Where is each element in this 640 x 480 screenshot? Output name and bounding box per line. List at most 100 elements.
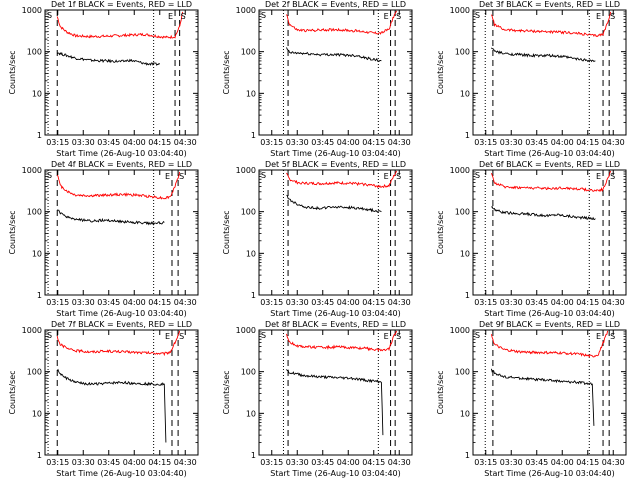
y-tick-label: 10 xyxy=(32,409,42,418)
y-tick-label: 10 xyxy=(460,89,470,98)
lld-series-line xyxy=(286,170,398,189)
restart-marker-label: S xyxy=(179,332,184,341)
lld-series-line xyxy=(490,11,612,38)
lld-series-line xyxy=(56,171,181,200)
x-tick-label: 03:15 xyxy=(260,298,283,307)
y-axis-label: Counts/sec xyxy=(8,50,17,94)
x-tick-label: 03:30 xyxy=(500,458,523,467)
x-tick-label: 03:30 xyxy=(72,458,95,467)
x-tick-label: 03:45 xyxy=(97,298,120,307)
y-tick-label: 1 xyxy=(37,291,42,300)
x-tick-label: 04:00 xyxy=(551,138,574,147)
x-tick-label: 04:15 xyxy=(576,138,599,147)
y-axis-label: Counts/sec xyxy=(8,370,17,414)
y-tick-label: 1000 xyxy=(450,6,470,15)
y-tick-label: 100 xyxy=(455,48,470,57)
x-tick-label: 04:30 xyxy=(174,298,197,307)
detector-plot-5: Det 5f BLACK = Events, RED = LLD Counts/s… xyxy=(222,160,413,318)
x-axis-label: Start Time (26-Aug-10 03:04:40) xyxy=(270,309,401,318)
start-marker-label: S xyxy=(475,331,480,340)
end-marker-label: E xyxy=(384,12,389,21)
y-axis-label: Counts/sec xyxy=(222,210,231,254)
y-tick-label: 100 xyxy=(455,368,470,377)
x-tick-label: 04:15 xyxy=(362,138,385,147)
plot-frame xyxy=(258,169,413,296)
detector-plot-1: Det 1f BLACK = Events, RED = LLD Counts/s… xyxy=(8,0,199,158)
events-series-line xyxy=(491,205,596,220)
lld-series-line xyxy=(286,10,398,35)
plot-frame xyxy=(472,329,627,456)
y-tick-label: 100 xyxy=(27,208,42,217)
y-tick-label: 100 xyxy=(241,368,256,377)
y-axis-label: Counts/sec xyxy=(436,370,445,414)
y-tick-label: 10 xyxy=(460,409,470,418)
detector-plot-7: Det 7f BLACK = Events, RED = LLD Counts/s… xyxy=(8,320,199,478)
x-tick-label: 04:00 xyxy=(123,458,146,467)
y-tick-label: 1000 xyxy=(450,326,470,335)
x-axis-label: Start Time (26-Aug-10 03:04:40) xyxy=(484,309,615,318)
y-tick-label: 10 xyxy=(246,409,256,418)
x-tick-label: 03:45 xyxy=(311,458,334,467)
x-tick-label: 04:30 xyxy=(388,138,411,147)
y-tick-label: 100 xyxy=(241,208,256,217)
x-tick-label: 03:30 xyxy=(286,298,309,307)
x-tick-label: 04:30 xyxy=(602,298,625,307)
x-tick-label: 03:45 xyxy=(97,138,120,147)
plot-frame xyxy=(472,9,627,136)
y-tick-label: 1 xyxy=(465,131,470,140)
plot-frame xyxy=(258,9,413,136)
plot-frame xyxy=(258,329,413,456)
start-marker-label: S xyxy=(261,11,266,20)
restart-marker-label: S xyxy=(610,172,615,181)
x-tick-label: 04:00 xyxy=(551,298,574,307)
x-axis-label: Start Time (26-Aug-10 03:04:40) xyxy=(56,309,187,318)
x-tick-label: 04:15 xyxy=(576,298,599,307)
start-marker-label: S xyxy=(47,171,52,180)
x-tick-label: 03:30 xyxy=(286,138,309,147)
lld-series-line xyxy=(490,170,612,192)
y-tick-label: 10 xyxy=(32,89,42,98)
end-marker-label: E xyxy=(165,332,170,341)
x-tick-label: 03:15 xyxy=(474,298,497,307)
restart-marker-label: S xyxy=(396,12,401,21)
restart-marker-label: S xyxy=(610,12,615,21)
x-tick-label: 03:30 xyxy=(286,458,309,467)
detector-plot-8: Det 8f BLACK = Events, RED = LLD Counts/s… xyxy=(222,320,413,478)
x-axis-label: Start Time (26-Aug-10 03:04:40) xyxy=(270,469,401,478)
x-tick-label: 04:00 xyxy=(337,298,360,307)
x-tick-label: 04:00 xyxy=(123,298,146,307)
detector-plot-6: Det 6f BLACK = Events, RED = LLD Counts/s… xyxy=(436,160,627,318)
plot-title: Det 9f BLACK = Events, RED = LLD xyxy=(479,320,620,329)
x-tick-label: 04:30 xyxy=(602,138,625,147)
y-tick-label: 100 xyxy=(27,368,42,377)
y-tick-label: 1 xyxy=(251,131,256,140)
y-axis-label: Counts/sec xyxy=(222,50,231,94)
lld-series-line xyxy=(490,330,609,358)
end-marker-label: E xyxy=(384,172,389,181)
y-tick-label: 1000 xyxy=(22,6,42,15)
y-tick-label: 100 xyxy=(27,48,42,57)
x-axis-label: Start Time (26-Aug-10 03:04:40) xyxy=(484,149,615,158)
x-tick-label: 04:15 xyxy=(576,458,599,467)
lld-series-line xyxy=(56,330,181,357)
y-tick-label: 10 xyxy=(246,89,256,98)
x-tick-label: 04:30 xyxy=(174,138,197,147)
y-tick-label: 10 xyxy=(246,249,256,258)
detector-plot-3: Det 3f BLACK = Events, RED = LLD Counts/s… xyxy=(436,0,627,158)
y-tick-label: 1 xyxy=(251,291,256,300)
x-tick-label: 03:45 xyxy=(525,298,548,307)
y-tick-label: 1000 xyxy=(236,326,256,335)
x-axis-label: Start Time (26-Aug-10 03:04:40) xyxy=(270,149,401,158)
x-tick-label: 04:15 xyxy=(148,458,171,467)
end-marker-label: E xyxy=(165,172,170,181)
events-series-line xyxy=(56,51,161,66)
y-tick-label: 1000 xyxy=(22,166,42,175)
y-tick-label: 1000 xyxy=(450,166,470,175)
y-tick-label: 10 xyxy=(460,249,470,258)
x-tick-label: 03:45 xyxy=(97,458,120,467)
start-marker-label: S xyxy=(475,171,480,180)
x-tick-label: 03:15 xyxy=(474,458,497,467)
start-marker-label: S xyxy=(261,171,266,180)
x-tick-label: 04:00 xyxy=(551,458,574,467)
